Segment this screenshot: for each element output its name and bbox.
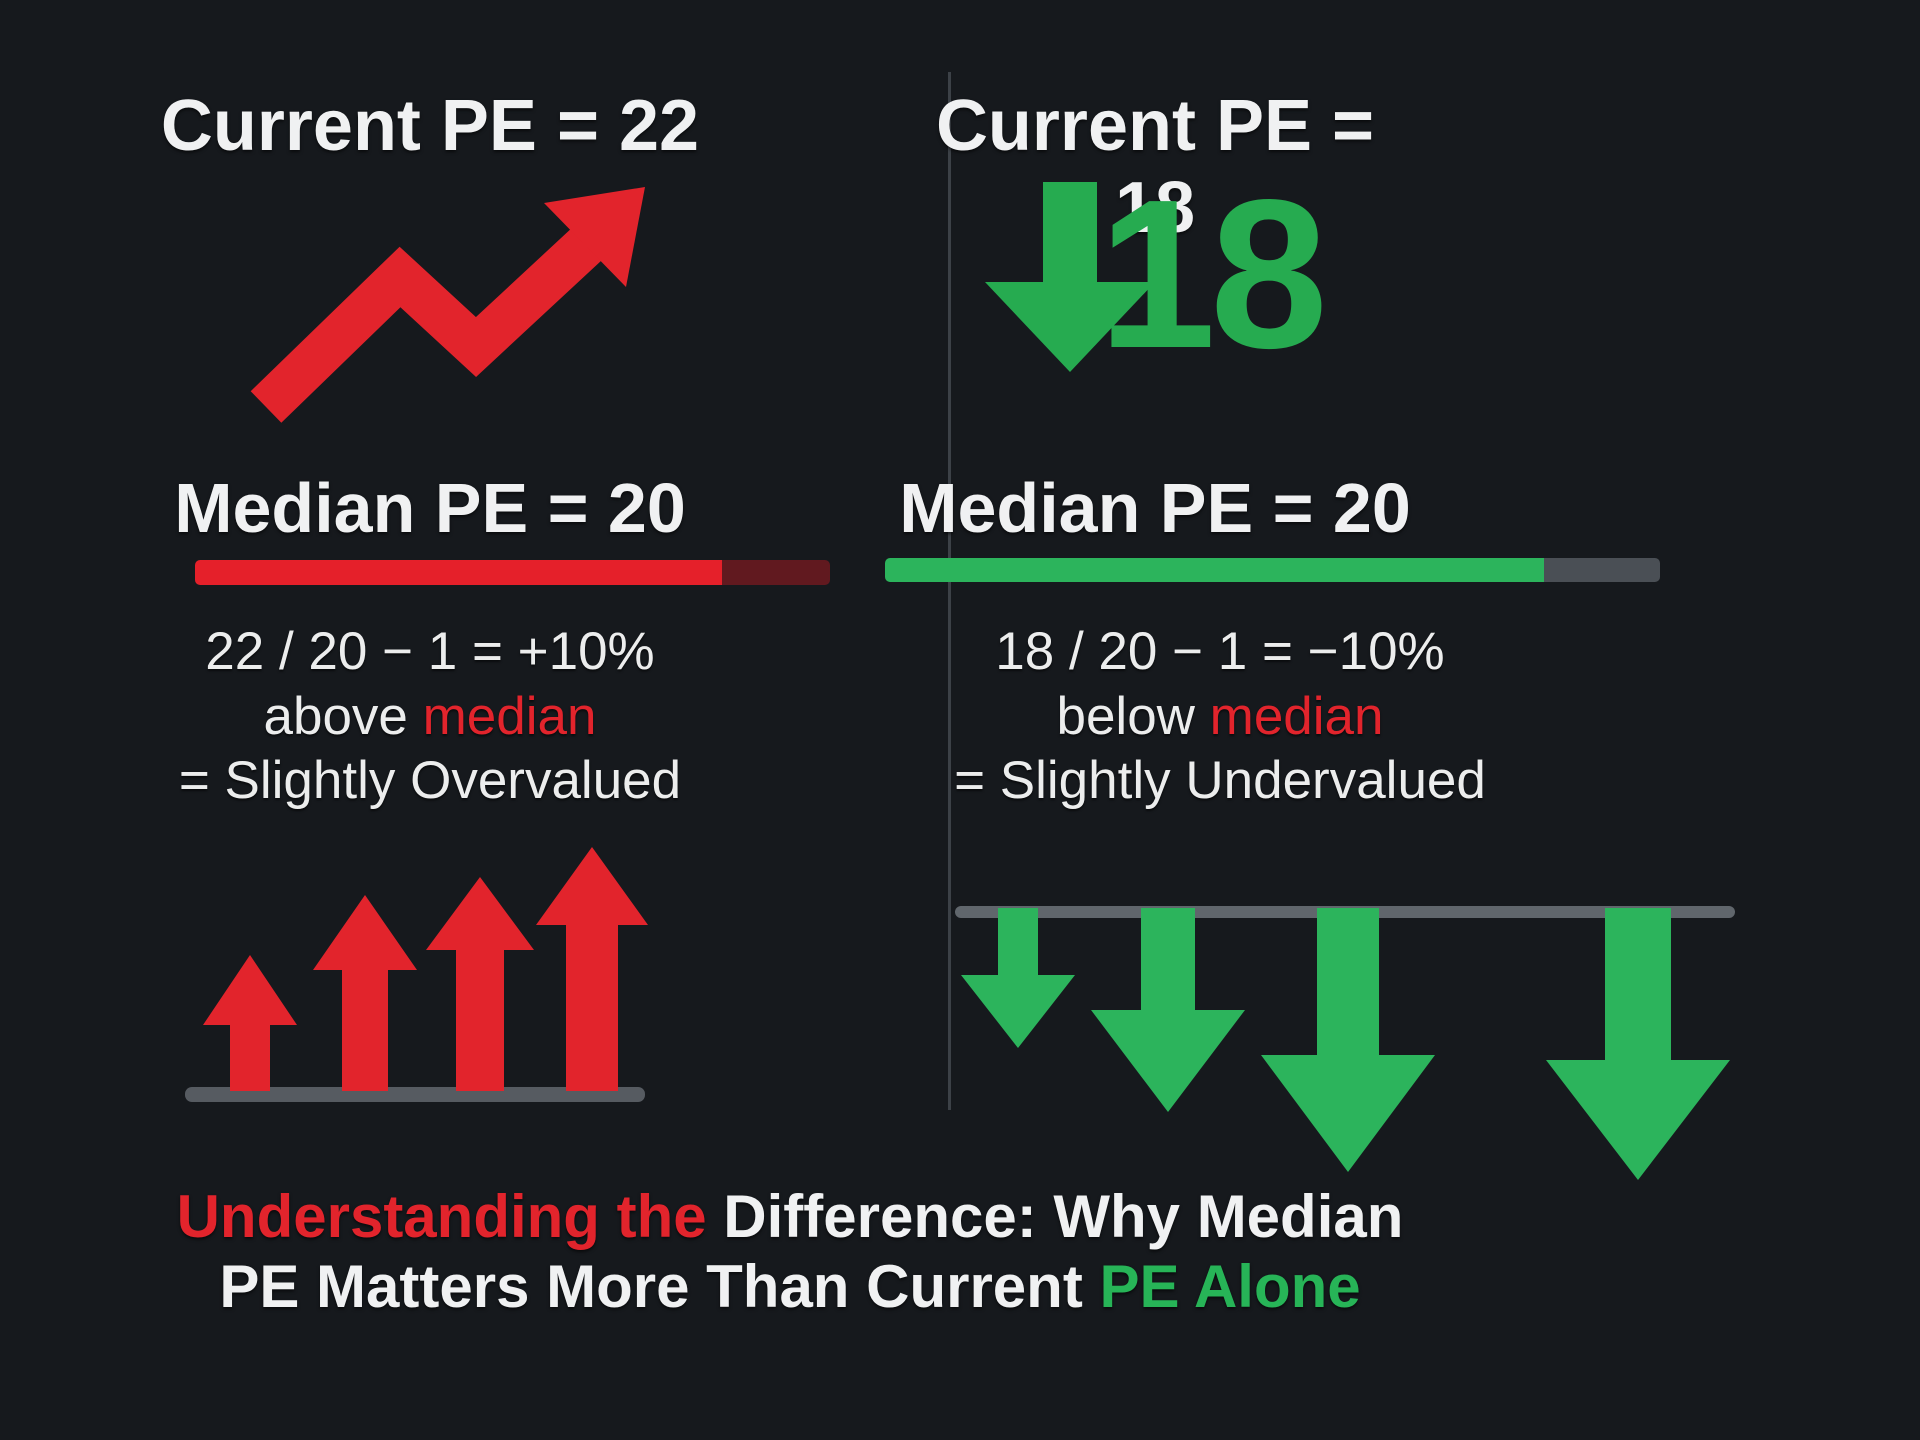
vertical-divider bbox=[948, 72, 951, 1110]
caption-line2-white: PE Matters More Than Current bbox=[219, 1252, 1100, 1320]
right-panel: Current PE = 18 18 Median PE = 20 18 / 2… bbox=[885, 0, 1920, 1180]
zigzag-up-trend-arrow-icon bbox=[250, 187, 645, 423]
left-verdict: = Slightly Overvalued bbox=[178, 751, 682, 811]
rising-up-arrows-icon bbox=[185, 847, 648, 1102]
left-median-underline-bar bbox=[195, 560, 830, 585]
left-relation-prefix: above bbox=[263, 686, 423, 746]
left-underline-fill bbox=[195, 560, 723, 585]
right-verdict: = Slightly Undervalued bbox=[954, 751, 1486, 811]
left-relation-line: above median bbox=[80, 685, 780, 750]
right-title: Current PE = 18 bbox=[935, 86, 1375, 248]
caption-line1-red: Understanding the bbox=[176, 1183, 724, 1250]
caption-line1-white: Difference: Why Median bbox=[723, 1183, 1404, 1250]
caption-line-2: PE Matters More Than Current PE Alone bbox=[60, 1252, 1520, 1322]
right-formula: 18 / 20 − 1 = −10% bbox=[995, 622, 1445, 681]
right-underline-fill bbox=[885, 558, 1544, 582]
left-title: Current PE = 22 bbox=[160, 86, 700, 166]
left-median-label: Median PE = 20 bbox=[174, 469, 686, 547]
right-median-label: Median PE = 20 bbox=[899, 469, 1411, 547]
right-big-value: 18 bbox=[1098, 155, 1328, 392]
bottom-caption: Understanding the Difference: Why Median… bbox=[60, 1182, 1520, 1321]
right-underline-rest bbox=[1543, 558, 1660, 582]
falling-down-arrows-icon bbox=[955, 906, 1735, 1180]
left-underline-rest bbox=[722, 560, 830, 585]
left-panel: Current PE = 22 Median PE = 20 22 / 20 −… bbox=[0, 0, 950, 1160]
left-relation-highlight: median bbox=[422, 686, 597, 746]
caption-line2-green: PE Alone bbox=[1099, 1252, 1361, 1320]
right-relation-highlight: median bbox=[1209, 686, 1384, 746]
left-formula: 22 / 20 − 1 = +10% bbox=[205, 622, 655, 681]
right-median-underline-bar bbox=[885, 558, 1660, 582]
right-relation-line: below median bbox=[870, 685, 1570, 750]
right-calc-block: 18 / 20 − 1 = −10% below median = Slight… bbox=[870, 620, 1570, 814]
caption-line-1: Understanding the Difference: Why Median bbox=[60, 1182, 1520, 1252]
left-calc-block: 22 / 20 − 1 = +10% above median = Slight… bbox=[80, 620, 780, 814]
right-relation-prefix: below bbox=[1056, 686, 1210, 746]
down-arrow-icon bbox=[985, 182, 1155, 372]
